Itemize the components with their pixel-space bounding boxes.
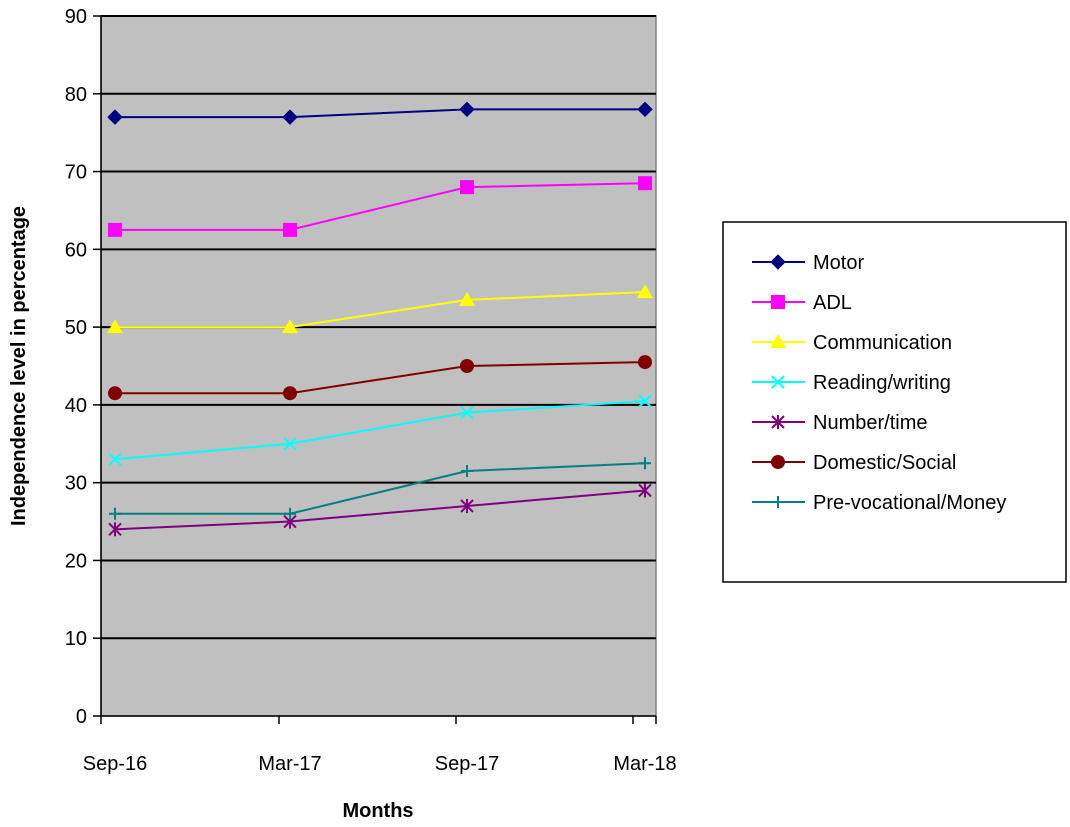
y-tick-label: 50 xyxy=(65,317,87,339)
legend-item: Motor xyxy=(752,252,864,274)
legend-item: Pre-vocational/Money xyxy=(752,492,1006,514)
data-point xyxy=(282,319,298,334)
data-point xyxy=(283,222,297,237)
y-tick-label: 20 xyxy=(65,550,87,572)
y-tick-label: 40 xyxy=(65,395,87,417)
series-line-number-time xyxy=(114,489,646,531)
data-point xyxy=(107,319,123,334)
legend-label: Motor xyxy=(813,252,864,274)
legend-item: ADL xyxy=(752,292,852,314)
legend-label: Pre-vocational/Money xyxy=(813,492,1006,514)
series-line-communication xyxy=(115,291,646,329)
series-line-adl xyxy=(115,182,646,231)
data-point xyxy=(460,180,474,195)
series-line-domestic-social xyxy=(115,361,646,395)
series-line-pre-vocational-money xyxy=(115,462,646,515)
data-point xyxy=(108,452,122,467)
series-reading-writing xyxy=(108,394,652,467)
legend-marker xyxy=(771,415,785,429)
data-point xyxy=(637,284,653,299)
y-tick-label: 10 xyxy=(65,628,87,650)
x-tick-label: Mar-17 xyxy=(258,753,321,775)
data-point xyxy=(459,291,475,306)
y-tick-label: 80 xyxy=(65,84,87,106)
series-adl xyxy=(108,176,652,237)
data-point xyxy=(109,507,121,520)
legend-marker xyxy=(771,455,785,469)
data-point xyxy=(460,499,474,513)
data-point xyxy=(638,355,652,370)
y-tick-label: 70 xyxy=(65,162,87,184)
data-point xyxy=(638,394,652,408)
series-domestic-social xyxy=(108,355,652,401)
data-point xyxy=(459,101,475,118)
data-point xyxy=(460,359,474,373)
data-point xyxy=(283,437,297,451)
series-pre-vocational-money xyxy=(109,457,651,520)
y-tick-label: 0 xyxy=(76,706,87,728)
y-axis-title: Independence level in percentage xyxy=(8,206,30,526)
data-point xyxy=(637,101,653,118)
data-point xyxy=(461,465,473,477)
data-point xyxy=(284,507,296,520)
legend-label: Domestic/Social xyxy=(813,452,956,474)
legend-label: ADL xyxy=(813,292,852,314)
x-tick-label: Sep-17 xyxy=(435,753,500,775)
legend-label: Communication xyxy=(813,332,952,354)
series-line-motor xyxy=(115,108,645,119)
data-point xyxy=(108,222,122,237)
data-point xyxy=(638,483,652,498)
series-motor xyxy=(107,101,653,125)
legend-marker xyxy=(771,375,785,389)
legend-marker xyxy=(770,254,786,270)
y-tick-label: 90 xyxy=(65,6,87,28)
data-point xyxy=(638,176,652,191)
legend-marker xyxy=(770,334,786,348)
data-point xyxy=(639,457,651,470)
plot-background xyxy=(100,15,657,717)
legend-item: Communication xyxy=(752,332,952,354)
x-tick-label: Mar-18 xyxy=(613,753,676,775)
series-communication xyxy=(107,284,653,334)
legend-label: Number/time xyxy=(813,412,927,434)
legend-item: Number/time xyxy=(752,412,927,434)
plot-area: 0 10 20 30 40 50 60 70 80 90 Sep-16 Mar-17 Sep-17 Mar… xyxy=(65,6,677,775)
legend: Motor ADL Communication Reading/writing Numb… xyxy=(722,221,1067,583)
series-line-reading-writing xyxy=(114,400,646,461)
x-axis-title: Months xyxy=(342,800,413,822)
legend-marker xyxy=(772,496,784,508)
legend-item: Domestic/Social xyxy=(752,452,956,474)
data-point xyxy=(283,386,297,401)
y-tick-label: 30 xyxy=(65,473,87,495)
legend-label: Reading/writing xyxy=(813,372,951,394)
legend-item: Reading/writing xyxy=(752,372,951,394)
data-point xyxy=(282,109,298,125)
y-tick-label: 60 xyxy=(65,239,87,261)
data-point xyxy=(460,405,474,420)
data-point xyxy=(108,522,122,537)
series-number-time xyxy=(108,483,652,537)
x-tick-label: Sep-16 xyxy=(83,753,148,775)
data-point xyxy=(107,109,123,125)
legend-box xyxy=(722,221,1067,583)
legend-marker xyxy=(771,295,785,309)
data-point xyxy=(108,386,122,401)
